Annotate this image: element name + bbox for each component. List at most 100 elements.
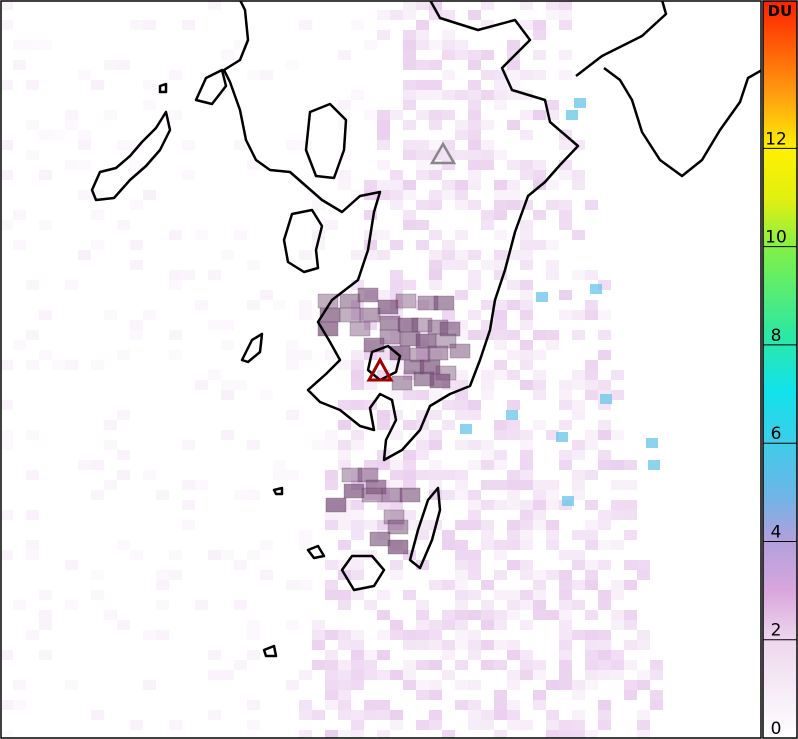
pixel — [468, 520, 481, 530]
pixel — [494, 190, 507, 200]
pixel — [429, 90, 442, 100]
pixel — [520, 110, 533, 120]
pixel — [338, 420, 351, 430]
pixel — [325, 630, 338, 640]
pixel — [26, 430, 39, 440]
pixel — [455, 120, 468, 130]
pixel — [520, 520, 533, 530]
volcano-marker-active — [366, 356, 394, 382]
pixel — [351, 400, 364, 410]
pixel — [130, 550, 143, 560]
pixel — [312, 200, 325, 210]
pixel — [416, 140, 429, 150]
pixel-plume — [387, 539, 409, 555]
pixel — [247, 620, 260, 630]
pixel — [598, 630, 611, 640]
pixel — [507, 280, 520, 290]
pixel — [533, 70, 546, 80]
pixel — [546, 10, 559, 20]
pixel — [494, 420, 507, 430]
pixel — [572, 440, 585, 450]
pixel — [208, 710, 221, 720]
pixel — [39, 40, 52, 50]
pixel — [195, 300, 208, 310]
pixel — [624, 480, 637, 490]
pixel — [442, 50, 455, 60]
pixel — [104, 60, 117, 70]
pixel — [78, 160, 91, 170]
pixel — [338, 590, 351, 600]
pixel-plume — [379, 315, 401, 331]
pixel — [416, 170, 429, 180]
pixel — [325, 520, 338, 530]
pixel — [117, 140, 130, 150]
pixel — [611, 540, 624, 550]
pixel — [559, 170, 572, 180]
pixel — [585, 270, 598, 280]
pixel — [26, 360, 39, 370]
pixel — [429, 640, 442, 650]
pixel — [455, 490, 468, 500]
pixel — [481, 460, 494, 470]
pixel — [117, 450, 130, 460]
pixel — [468, 140, 481, 150]
pixel — [546, 570, 559, 580]
pixel — [481, 540, 494, 550]
pixel — [351, 720, 364, 730]
pixel — [507, 480, 520, 490]
pixel-plume — [339, 293, 361, 309]
pixel — [26, 330, 39, 340]
pixel — [247, 650, 260, 660]
pixel — [442, 40, 455, 50]
pixel — [572, 230, 585, 240]
pixel-plume — [357, 287, 379, 303]
pixel — [637, 730, 650, 738]
pixel — [1, 730, 13, 738]
pixel — [416, 410, 429, 420]
pixel — [390, 270, 403, 280]
pixel — [520, 450, 533, 460]
pixel — [507, 370, 520, 380]
pixel — [494, 660, 507, 670]
pixel — [442, 620, 455, 630]
pixel — [546, 720, 559, 730]
pixel — [624, 530, 637, 540]
pixel — [91, 210, 104, 220]
pixel — [507, 70, 520, 80]
pixel — [468, 10, 481, 20]
pixel — [494, 370, 507, 380]
pixel — [494, 90, 507, 100]
pixel — [559, 590, 572, 600]
pixel — [403, 90, 416, 100]
pixel — [247, 630, 260, 640]
pixel — [559, 210, 572, 220]
pixel — [182, 440, 195, 450]
pixel — [351, 190, 364, 200]
pixel — [416, 90, 429, 100]
pixel — [455, 600, 468, 610]
pixel — [234, 560, 247, 570]
pixel — [221, 670, 234, 680]
pixel — [26, 80, 39, 90]
pixel — [169, 550, 182, 560]
pixel — [286, 470, 299, 480]
pixel — [507, 650, 520, 660]
pixel — [26, 40, 39, 50]
pixel — [481, 370, 494, 380]
pixel — [39, 610, 52, 620]
pixel — [572, 550, 585, 560]
pixel — [39, 620, 52, 630]
sakurajima — [366, 344, 402, 382]
pixel — [455, 590, 468, 600]
pixel — [351, 360, 364, 370]
pixel — [611, 580, 624, 590]
pixel — [403, 120, 416, 130]
pixel — [611, 460, 624, 470]
pixel — [455, 40, 468, 50]
pixel — [429, 200, 442, 210]
pixel — [585, 660, 598, 670]
pixel — [286, 350, 299, 360]
pixel — [468, 250, 481, 260]
pixel — [520, 70, 533, 80]
pixel — [611, 650, 624, 660]
